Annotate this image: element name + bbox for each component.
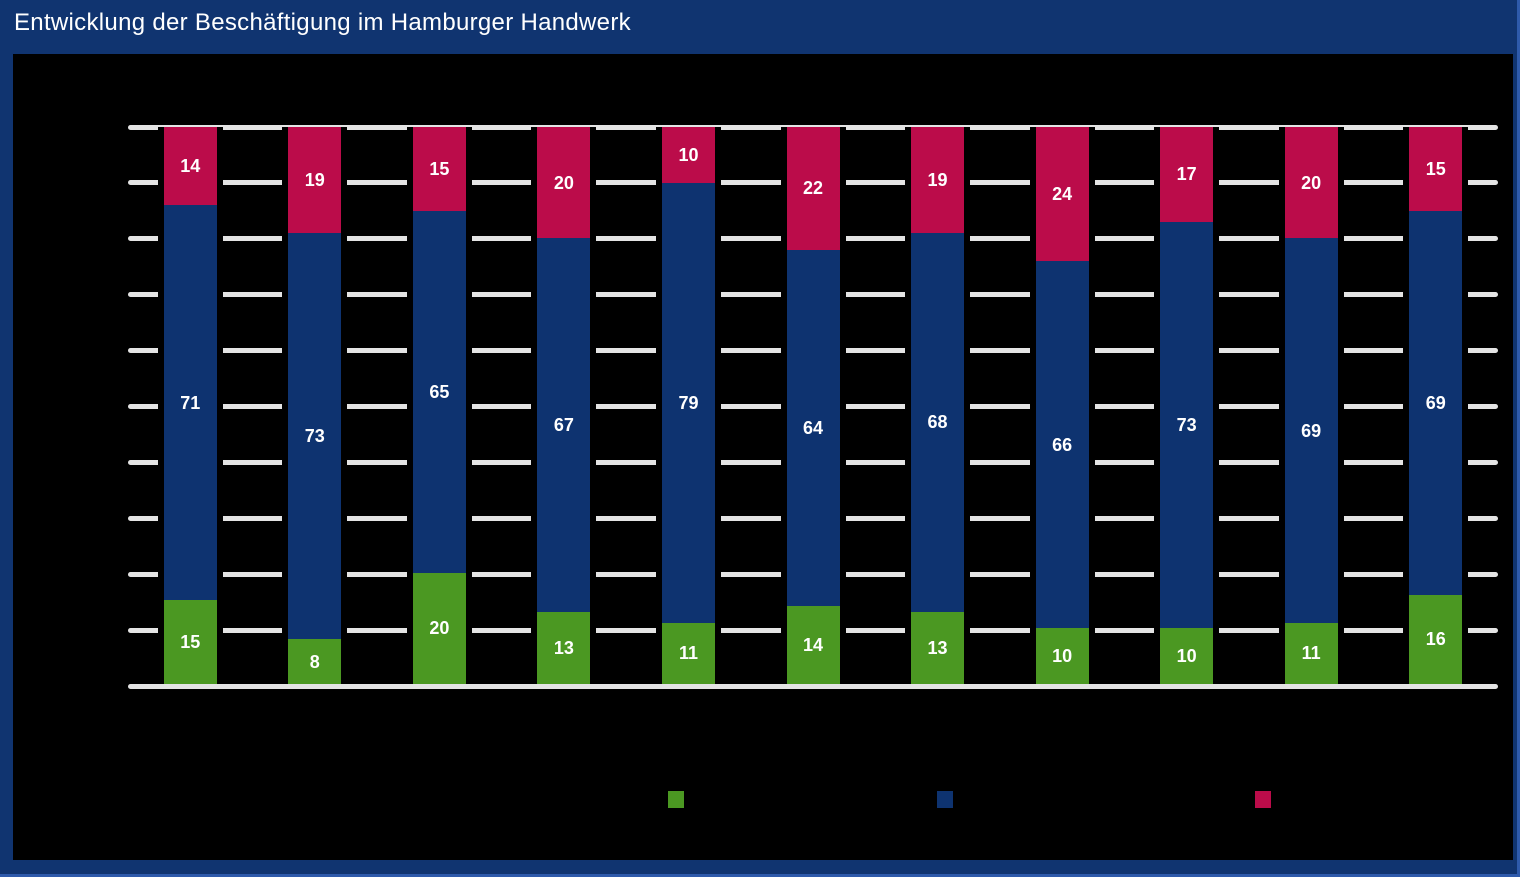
bar-value-label: 69 xyxy=(1301,420,1322,441)
bar-value-label: 67 xyxy=(553,415,574,435)
bar-segment-bottom-green: 10 xyxy=(1160,628,1214,684)
gridline xyxy=(128,124,1498,130)
bar-value-label: 15 xyxy=(180,632,201,653)
bar-value-label: 20 xyxy=(429,618,450,639)
bar-segment-bottom-green: 10 xyxy=(1035,628,1089,684)
legend-swatch-middle-blue xyxy=(937,791,953,808)
bar-segment-top-red: 20 xyxy=(1284,127,1338,239)
bar-segment-top-red: 15 xyxy=(412,127,466,211)
bar-value-label: 73 xyxy=(1176,415,1197,435)
bar-segment-top-red: 19 xyxy=(911,127,965,233)
bar-column: 22 64 14 xyxy=(780,127,846,684)
bar-segment-middle-blue: 71 xyxy=(163,204,217,601)
bar-segment-top-red: 22 xyxy=(786,127,840,250)
bar-segment-bottom-green: 14 xyxy=(786,606,840,684)
bar-value-label: 13 xyxy=(553,637,574,658)
bar-column: 24 66 10 xyxy=(1029,127,1095,684)
bar-segment-top-red: 14 xyxy=(163,127,217,205)
bar-column: 20 67 13 xyxy=(531,127,597,684)
bar-value-label: 13 xyxy=(927,637,948,658)
bar-value-label: 24 xyxy=(1052,183,1073,204)
bar-segment-middle-blue: 73 xyxy=(288,232,342,640)
bar-segment-top-red: 17 xyxy=(1160,127,1214,222)
bar-segment-middle-blue: 69 xyxy=(1284,238,1338,623)
title-bar: Entwicklung der Beschäftigung im Hamburg… xyxy=(0,0,1517,54)
bar-segment-bottom-green: 11 xyxy=(661,622,715,684)
bar-segment-middle-blue: 69 xyxy=(1409,210,1463,595)
plot-area: 14 71 15 19 73 8 15 65 20 20 67 13 10 79 11 22 64 14 19 68 1… xyxy=(128,124,1498,689)
bar-column: 15 69 16 xyxy=(1403,127,1469,684)
bar-value-label: 11 xyxy=(1301,643,1321,664)
bar-segment-top-red: 15 xyxy=(1409,127,1463,211)
bar-value-label: 16 xyxy=(1425,629,1446,650)
gridline xyxy=(128,683,1498,689)
bar-value-label: 68 xyxy=(927,412,948,433)
bar-column: 10 79 11 xyxy=(655,127,721,684)
bar-segment-bottom-green: 8 xyxy=(288,639,342,684)
bar-value-label: 19 xyxy=(927,169,948,190)
bar-value-label: 22 xyxy=(802,178,824,199)
chart-panel: 14 71 15 19 73 8 15 65 20 20 67 13 10 79 11 22 64 14 19 68 1… xyxy=(13,54,1513,860)
bar-segment-middle-blue: 79 xyxy=(661,182,715,623)
bar-column: 20 69 11 xyxy=(1278,127,1344,684)
bar-value-label: 10 xyxy=(1176,646,1197,667)
bar-value-label: 17 xyxy=(1176,164,1197,185)
bar-segment-top-red: 10 xyxy=(661,127,715,183)
bar-segment-bottom-green: 20 xyxy=(412,572,466,684)
bar-value-label: 71 xyxy=(180,392,201,413)
legend-swatch-top-red xyxy=(1255,791,1271,808)
bar-segment-middle-blue: 73 xyxy=(1160,221,1214,629)
bar-value-label: 19 xyxy=(304,169,325,190)
bar-value-label: 8 xyxy=(309,651,320,672)
bar-value-label: 20 xyxy=(1301,172,1322,193)
bar-value-label: 79 xyxy=(678,392,699,413)
bar-segment-top-red: 24 xyxy=(1035,127,1089,261)
bar-column: 14 71 15 xyxy=(157,127,223,684)
bar-segment-bottom-green: 16 xyxy=(1409,594,1463,684)
bar-value-label: 69 xyxy=(1425,392,1446,413)
bar-value-label: 64 xyxy=(802,417,824,438)
bar-value-label: 11 xyxy=(678,643,698,664)
bar-value-label: 65 xyxy=(429,381,450,402)
bar-value-label: 10 xyxy=(1052,646,1073,667)
bar-segment-bottom-green: 15 xyxy=(163,600,217,684)
bar-segment-middle-blue: 64 xyxy=(786,249,840,607)
bar-value-label: 15 xyxy=(429,158,450,179)
bar-segment-middle-blue: 68 xyxy=(911,232,965,612)
bar-segment-middle-blue: 67 xyxy=(537,238,591,612)
bar-value-label: 73 xyxy=(304,426,325,447)
bar-value-label: 10 xyxy=(678,144,699,165)
bar-segment-bottom-green: 13 xyxy=(537,611,591,684)
bar-segment-middle-blue: 65 xyxy=(412,210,466,573)
bar-segment-top-red: 19 xyxy=(288,127,342,233)
bar-segment-middle-blue: 66 xyxy=(1035,260,1089,629)
bar-column: 19 73 8 xyxy=(282,127,348,684)
bar-column: 17 73 10 xyxy=(1154,127,1220,684)
bar-column: 15 65 20 xyxy=(406,127,472,684)
bar-value-label: 66 xyxy=(1052,434,1073,455)
bar-value-label: 20 xyxy=(553,172,574,193)
bar-segment-top-red: 20 xyxy=(537,127,591,239)
bar-column: 19 68 13 xyxy=(905,127,971,684)
page-title: Entwicklung der Beschäftigung im Hamburg… xyxy=(14,9,631,36)
bar-segment-bottom-green: 11 xyxy=(1284,622,1338,684)
bar-value-label: 15 xyxy=(1425,158,1446,179)
legend-swatch-bottom-green xyxy=(668,791,684,808)
bar-value-label: 14 xyxy=(802,635,824,656)
chart-legend xyxy=(13,791,1513,811)
bar-value-label: 14 xyxy=(180,156,201,176)
bar-segment-bottom-green: 13 xyxy=(911,611,965,684)
